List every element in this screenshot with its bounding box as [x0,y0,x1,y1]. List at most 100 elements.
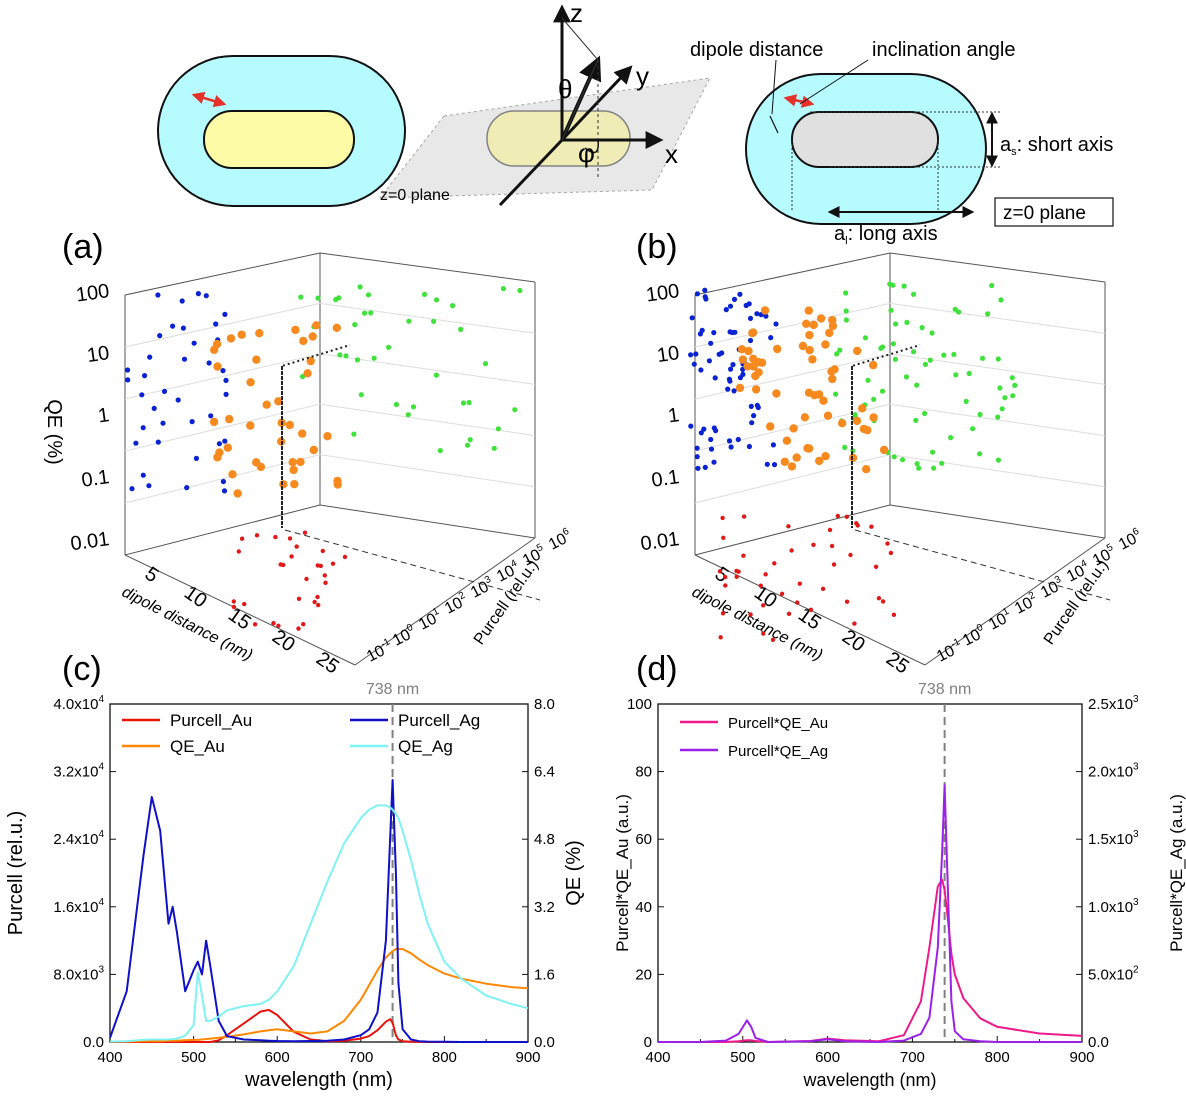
data-point [941,352,947,358]
data-point [890,282,896,288]
data-point [242,601,247,607]
data-point [970,426,976,432]
legend-label: QE_Au [170,737,225,756]
data-point [804,444,814,453]
data-point [437,448,443,454]
data-point [458,326,464,332]
data-point [795,600,800,605]
data-point [900,457,906,463]
data-point [913,417,919,423]
data-point [751,385,761,394]
y-tick-label: 10-1 [363,636,396,665]
dipole-arrow-left [191,91,227,108]
data-point [712,375,718,381]
y-tick-label: 101 [415,606,445,634]
data-point [888,550,894,556]
data-point [312,599,317,605]
data-point [977,411,983,418]
z-tick-label: 0.1 [80,466,111,492]
y-tick-label: 4.0x104 [53,694,104,713]
data-point [858,404,867,413]
data-point [195,291,201,297]
data-point [837,347,843,353]
data-point [825,328,834,338]
data-point [357,284,363,290]
data-point [995,457,1002,463]
data-point [711,459,717,465]
data-point [746,443,753,450]
data-point [711,330,717,336]
y2-tick-exp: 3 [1133,762,1139,773]
data-point [876,596,882,601]
data-point [255,329,264,338]
y-tick-exp: 5 [1105,542,1115,555]
data-point [823,411,833,420]
data-point [855,523,860,528]
data-point [155,292,161,298]
data-point [738,355,748,364]
data-point [450,303,456,309]
data-point [274,397,283,406]
data-point [751,413,757,419]
data-point [748,328,757,338]
data-point [798,341,808,351]
phi-arc [584,139,599,154]
grid-line [694,353,891,400]
data-point [203,293,209,299]
data-point [322,573,327,578]
data-point [405,412,411,418]
data-point [368,310,374,316]
data-point [843,317,850,323]
box-edge [319,252,536,283]
legend-label: QE_Ag [398,737,453,756]
data-point [160,420,166,426]
data-point [465,442,471,448]
data-point [354,357,361,363]
data-point [209,417,219,427]
y-tick-exp: 6 [1131,526,1141,539]
data-point [352,322,358,328]
data-point [751,371,760,381]
plane-box-label: z=0 plane [1003,203,1086,224]
axis-z-label: z [570,0,583,28]
data-point [805,330,814,340]
data-point [688,423,694,429]
y-tick-label: 3.2x104 [53,762,104,781]
data-point [336,295,342,301]
data-point [298,294,304,300]
y-tick-label: 100 [959,622,989,650]
data-point [421,291,428,297]
y-tick-label: 10-1 [933,636,966,665]
data-point [747,315,754,321]
box-edge [889,252,1106,283]
x-tick-label: 800 [432,1049,457,1066]
data-point [869,360,878,370]
chart-c: 400 500 600 700 800 9000.08.0x1031.6x1042.4x1… [5,681,585,1091]
data-point [170,323,176,329]
data-point [228,470,237,479]
legend-label: Purcell*QE_Au [728,715,828,732]
data-point [953,372,959,378]
series-line-purcell-qe-ag [658,784,1082,1043]
data-point [792,453,801,462]
y-tick-exp: 5 [535,542,545,555]
grid-line [889,302,1106,334]
z-tick-label: 1 [97,404,111,427]
data-point [869,524,874,529]
distance-arrow [769,115,779,134]
data-point [316,602,321,608]
data-point [296,626,301,631]
data-point [819,396,828,405]
axis-x-label: x [665,139,678,169]
x-tick-label: 600 [265,1049,290,1066]
y-tick-exp: 0 [405,622,415,635]
data-point [848,552,853,558]
data-point [273,534,278,540]
z-tick-label: 0.01 [639,528,681,555]
data-point [410,404,417,410]
data-point [246,421,255,430]
y2-tick-exp: 3 [1133,897,1139,908]
data-point [371,355,377,361]
data-point [879,344,886,350]
data-point [747,337,754,344]
